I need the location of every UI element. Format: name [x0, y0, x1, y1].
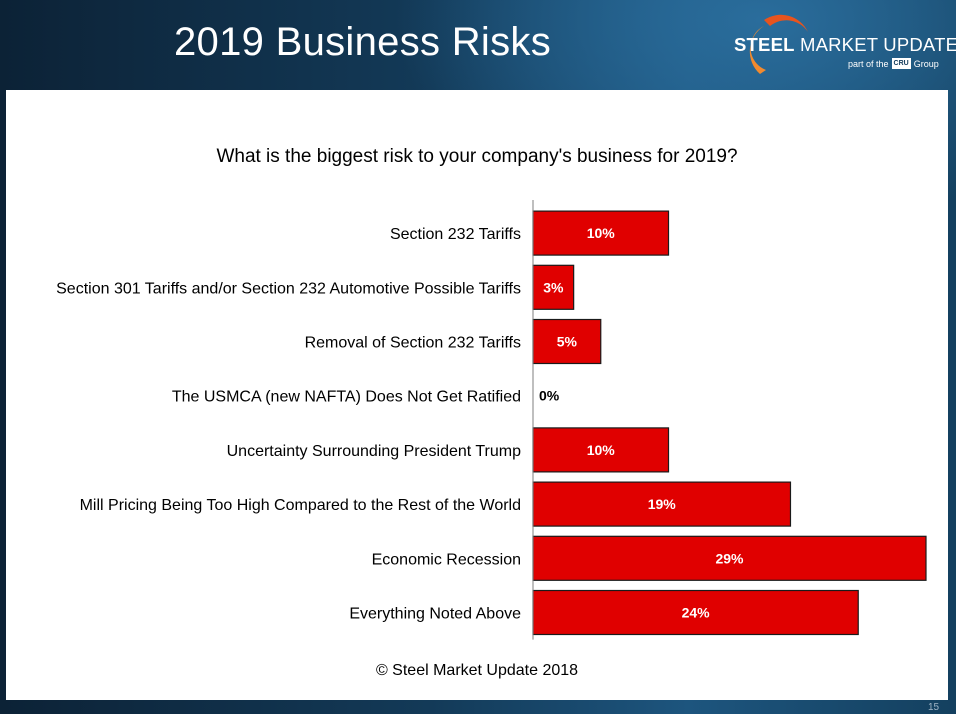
category-label: Section 232 Tariffs: [390, 226, 521, 243]
category-label: Section 301 Tariffs and/or Section 232 A…: [56, 280, 521, 297]
data-label: 19%: [648, 496, 677, 512]
logo-subtitle: part of the CRU Group: [848, 58, 939, 69]
data-label: 5%: [557, 334, 578, 350]
logo-name-rest: MARKET UPDATE: [794, 34, 956, 55]
slide-title: 2019 Business Risks: [174, 20, 551, 64]
bar-chart: Section 232 Tariffs 10% Section 301 Tariff…: [6, 200, 948, 640]
bar: [532, 481, 792, 527]
bar: [532, 210, 670, 256]
logo-name: STEEL MARKET UPDATE: [734, 34, 956, 56]
chart-title: What is the biggest risk to your company…: [216, 146, 738, 167]
data-label: 10%: [587, 225, 616, 241]
data-label: 3%: [543, 279, 564, 295]
data-label: 29%: [715, 550, 744, 566]
steel-market-update-logo: STEEL MARKET UPDATE part of the CRU Grou…: [730, 12, 956, 82]
category-label: Mill Pricing Being Too High Compared to …: [80, 497, 521, 514]
bar: [532, 589, 859, 636]
category-label: Everything Noted Above: [349, 606, 521, 623]
logo-name-bold: STEEL: [734, 34, 795, 55]
data-label: 10%: [587, 442, 616, 458]
category-label: Economic Recession: [372, 551, 521, 568]
bar: [532, 535, 927, 581]
logo-sub-suffix: Group: [913, 58, 939, 69]
logo-sub-prefix: part of the: [848, 58, 889, 69]
category-label: Removal of Section 232 Tariffs: [305, 335, 521, 352]
data-label: 24%: [682, 605, 711, 621]
category-label: The USMCA (new NAFTA) Does Not Get Ratif…: [172, 389, 521, 406]
bar: [532, 427, 670, 473]
chart-svg: Section 232 Tariffs 10% Section 301 Tariff…: [56, 200, 927, 640]
category-label: Uncertainty Surrounding President Trump: [227, 443, 521, 460]
bar: [532, 318, 602, 365]
content-panel: What is the biggest risk to your company…: [6, 90, 948, 700]
cru-badge: CRU: [891, 58, 911, 69]
page-number: 15: [928, 702, 940, 713]
logo-swoosh-icon: [749, 14, 808, 74]
data-label: 0%: [539, 388, 560, 404]
copyright-note: © Steel Market Update 2018: [375, 662, 579, 679]
